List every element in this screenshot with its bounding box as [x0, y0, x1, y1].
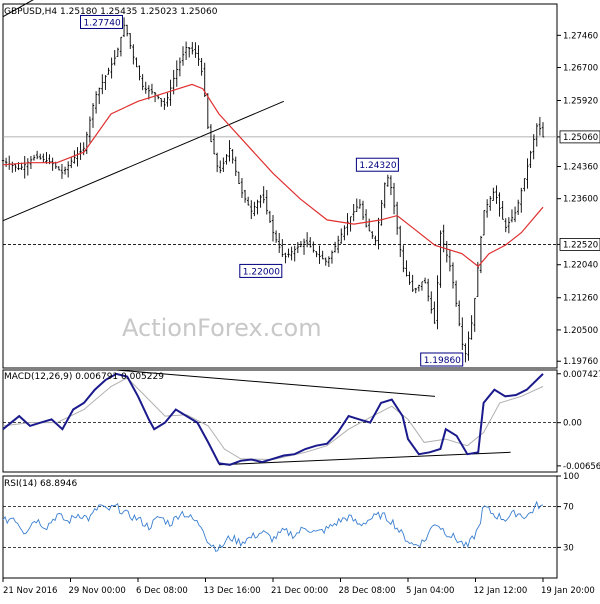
moving-average-line [2, 83, 544, 268]
x-tick-label: 19 Jan 20:00 [541, 586, 595, 596]
price-trendline [2, 100, 284, 222]
macd-line [2, 372, 544, 466]
rsi-tick-label: 30 [563, 543, 574, 553]
macd-label: MACD(12,26,9) 0.006791 0.005229 [4, 372, 164, 382]
instrument-header: GBPUSD,H4 1.25180 1.25435 1.25023 1.2506… [4, 7, 218, 17]
macd-tick-label: 0.00 [563, 419, 582, 429]
macd-pane-frame [2, 369, 558, 473]
price-tick-label: 1.22520 [563, 240, 598, 250]
key-price-label: 1.27740 [84, 18, 121, 28]
watermark: ActionForex.com [122, 314, 322, 342]
macd-trendline [116, 369, 436, 397]
price-tick-label: 1.23600 [563, 195, 598, 205]
price-tick-label: 1.22040 [563, 261, 598, 271]
price-tick-label: 1.24360 [563, 163, 598, 173]
price-tick-label: 1.21260 [563, 294, 598, 304]
price-tick-label: 1.25920 [563, 97, 598, 107]
key-price-label: 1.19860 [424, 356, 461, 366]
x-tick-label: 21 Dec 00:00 [271, 586, 328, 596]
price-tick-box [559, 238, 600, 251]
rsi-tick-label: 100 [563, 472, 579, 482]
key-price-box [355, 157, 399, 172]
x-tick-label: 13 Dec 16:00 [204, 586, 261, 596]
x-tick-label: 6 Dec 08:00 [136, 586, 188, 596]
macd-signal-line [2, 377, 544, 461]
macd-tick-label: -0.006567 [563, 462, 600, 472]
rsi-line [2, 500, 544, 552]
key-price-box [420, 352, 464, 367]
price-pane-frame [2, 3, 558, 369]
price-tick-label: 1.27460 [563, 31, 598, 41]
macd-trendline [218, 451, 511, 466]
rsi-label: RSI(14) 68.8946 [4, 479, 77, 489]
price-tick-label: 1.26700 [563, 63, 598, 73]
x-tick-label: 12 Jan 12:00 [474, 586, 528, 596]
key-price-label: 1.24320 [359, 161, 396, 171]
price-trendline [2, 0, 34, 18]
key-price-box [239, 263, 283, 278]
price-tick-label: 1.19760 [563, 357, 598, 367]
x-tick-label: 29 Nov 00:00 [69, 586, 126, 596]
key-price-label: 1.22000 [243, 267, 280, 277]
price-tick-label: 1.20500 [563, 326, 598, 336]
rsi-tick-label: 70 [563, 503, 574, 513]
x-tick-label: 28 Dec 08:00 [339, 586, 396, 596]
x-tick-label: 21 Nov 2016 [3, 586, 57, 596]
rsi-pane-frame [2, 475, 558, 579]
price-tick-box [559, 130, 600, 144]
key-price-box [80, 14, 123, 29]
price-tick-label: 1.25060 [563, 133, 598, 143]
macd-tick-label: 0.007427 [563, 370, 600, 380]
x-tick-label: 5 Jan 04:00 [406, 586, 454, 596]
